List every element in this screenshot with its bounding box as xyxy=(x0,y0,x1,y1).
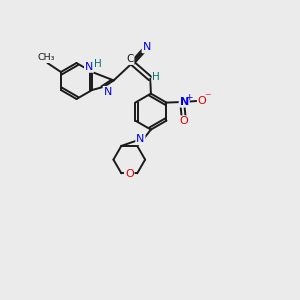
Text: C: C xyxy=(126,54,134,64)
Text: H: H xyxy=(152,72,160,82)
Text: O: O xyxy=(125,169,134,178)
Text: N: N xyxy=(142,42,151,52)
Text: N: N xyxy=(180,97,189,107)
Text: O: O xyxy=(198,95,207,106)
Text: N: N xyxy=(103,87,112,97)
Text: +: + xyxy=(185,93,193,102)
Text: N: N xyxy=(136,134,145,144)
Text: ⁻: ⁻ xyxy=(204,91,211,104)
Text: H: H xyxy=(94,58,101,69)
Text: CH₃: CH₃ xyxy=(37,52,55,62)
Text: O: O xyxy=(179,116,188,126)
Text: N: N xyxy=(85,62,93,72)
